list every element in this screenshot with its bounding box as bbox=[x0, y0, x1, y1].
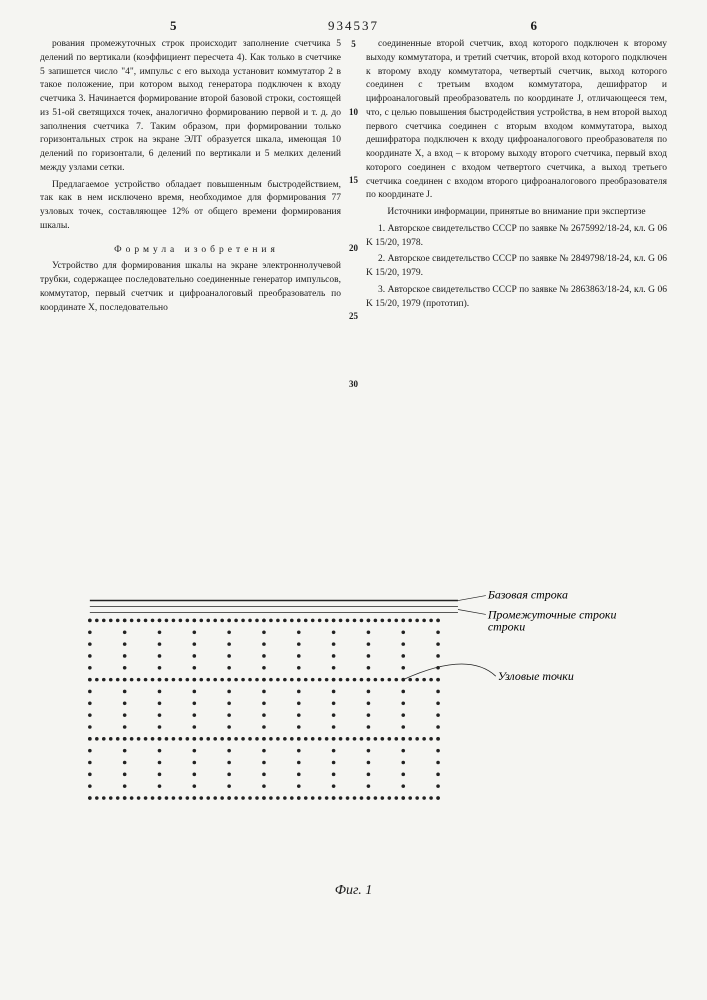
column-number-right: 6 bbox=[531, 18, 538, 34]
text-columns: рования промежуточных строк происходит з… bbox=[40, 38, 667, 319]
patent-number: 934537 bbox=[328, 18, 379, 34]
left-column: рования промежуточных строк происходит з… bbox=[40, 38, 341, 319]
reference-item: 3. Авторское свидетельство СССР по заявк… bbox=[366, 284, 667, 312]
paragraph: Предлагаемое устройство обладает повышен… bbox=[40, 179, 341, 234]
figure-1: Базовая строкаПромежуточные строкистроки… bbox=[60, 540, 647, 940]
svg-text:Базовая строка: Базовая строка bbox=[487, 588, 568, 602]
reference-item: 1. Авторское свидетельство СССР по заявк… bbox=[366, 223, 667, 251]
paragraph: рования промежуточных строк происходит з… bbox=[40, 38, 341, 176]
column-number-left: 5 bbox=[170, 18, 177, 34]
svg-text:Узловые точки: Узловые точки bbox=[498, 669, 574, 683]
paragraph: соединенные второй счетчик, вход которог… bbox=[366, 38, 667, 203]
figure-svg: Базовая строкаПромежуточные строкистроки… bbox=[60, 540, 647, 870]
line-marker: 30 bbox=[349, 378, 358, 391]
reference-item: 2. Авторское свидетельство СССР по заявк… bbox=[366, 253, 667, 281]
figure-caption: Фиг. 1 bbox=[60, 883, 647, 899]
formula-heading: Формула изобретения bbox=[40, 244, 341, 258]
svg-text:строки: строки bbox=[488, 619, 525, 633]
paragraph: Источники информации, принятые во вниман… bbox=[366, 206, 667, 220]
paragraph: Устройство для формирования шкалы на экр… bbox=[40, 260, 341, 315]
right-column: соединенные второй счетчик, вход которог… bbox=[366, 38, 667, 319]
